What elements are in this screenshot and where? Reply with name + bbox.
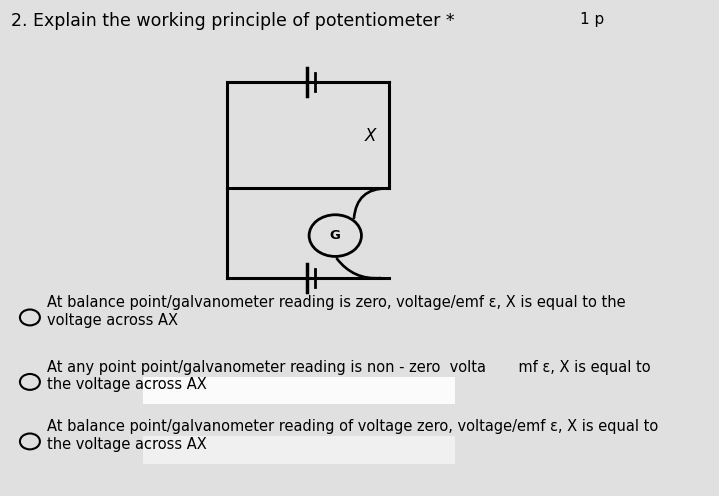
Text: At any point point/galvanometer reading is non - zero  volta       mf ε, X is eq: At any point point/galvanometer reading … <box>47 360 651 392</box>
Text: G: G <box>330 229 341 242</box>
Text: At balance point/galvanometer reading of voltage zero, voltage/emf ε, X is equal: At balance point/galvanometer reading of… <box>47 419 658 451</box>
FancyBboxPatch shape <box>143 436 455 464</box>
Text: X: X <box>365 127 377 145</box>
FancyBboxPatch shape <box>143 377 455 404</box>
Text: At balance point/galvanometer reading is zero, voltage/emf ε, X is equal to the
: At balance point/galvanometer reading is… <box>47 295 626 327</box>
Text: 2. Explain the working principle of potentiometer *: 2. Explain the working principle of pote… <box>12 12 455 30</box>
Text: 1 p: 1 p <box>580 12 605 27</box>
